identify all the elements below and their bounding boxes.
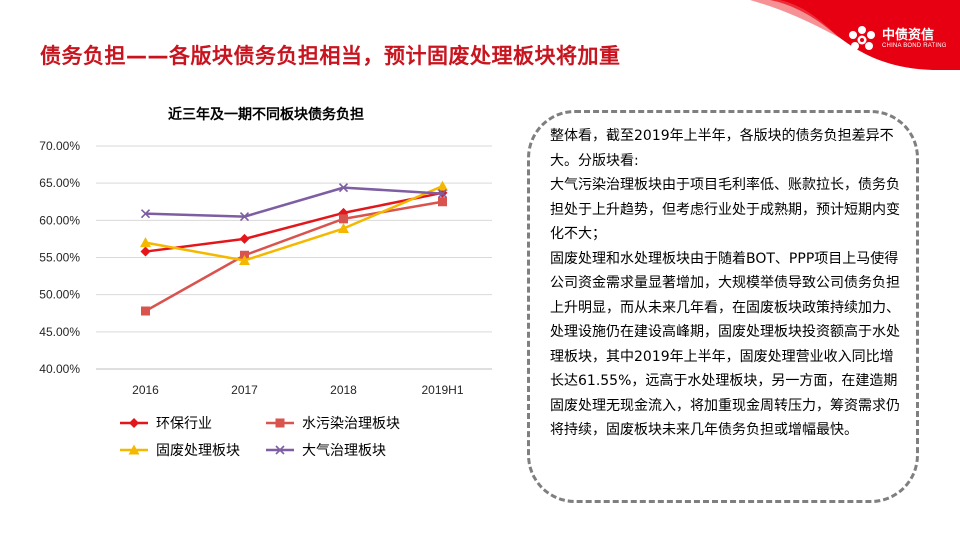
data-point (239, 233, 250, 244)
data-point (140, 209, 151, 219)
legend-label: 水污染治理板块 (302, 416, 400, 432)
y-tick-label: 55.00% (39, 251, 80, 265)
y-tick-label: 40.00% (39, 362, 80, 376)
series-1 (140, 187, 448, 257)
legend-marker (128, 444, 140, 455)
series-line (144, 200, 443, 313)
data-point (438, 197, 447, 207)
data-point (141, 306, 150, 316)
legend-label: 大气治理板块 (302, 443, 386, 459)
chart-canvas: 近三年及一期不同板块债务负担 40.00% 45.00% 50.00% 55.00% 6… (39, 106, 492, 459)
x-tick-label: 2019H1 (421, 383, 463, 397)
series-line (145, 186, 443, 218)
data-point (339, 214, 348, 224)
series-3 (140, 180, 448, 265)
y-tick-label: 65.00% (39, 176, 80, 190)
line-chart: 近三年及一期不同板块债务负担 40.00% 45.00% 50.00% 55.00% 6… (20, 100, 520, 470)
legend-marker (275, 418, 285, 428)
legend-entry: 环保行业 (120, 416, 212, 432)
series-line (145, 184, 443, 262)
x-tick-label: 2018 (330, 383, 357, 397)
x-tick-label: 2017 (231, 383, 258, 397)
corner-swoosh (750, 0, 960, 70)
y-tick-label: 60.00% (39, 213, 80, 227)
slide-title: 债务负担——各版块债务负担相当，预计固废处理板块将加重 (40, 44, 621, 68)
logo-name-cn: 中债资信 (882, 28, 935, 43)
chart-title: 近三年及一期不同板块债务负担 (168, 106, 364, 123)
data-point (338, 183, 349, 193)
legend-marker (275, 445, 285, 455)
company-logo: 中债资信 CHINA BOND RATING (846, 22, 956, 62)
legend-entry: 大气治理板块 (266, 443, 386, 459)
legend-entry: 水污染治理板块 (266, 416, 400, 432)
data-point (140, 246, 151, 257)
data-point (338, 223, 349, 234)
summary-box (527, 110, 919, 503)
series-4 (140, 183, 448, 222)
y-tick-label: 45.00% (39, 325, 80, 339)
data-point (239, 254, 250, 265)
data-point (437, 189, 448, 199)
legend-label: 环保行业 (156, 416, 212, 432)
y-tick-label: 70.00% (39, 139, 80, 153)
legend-label: 固废处理板块 (156, 443, 240, 459)
logo-flower-icon (849, 26, 875, 50)
data-point (437, 180, 448, 191)
data-point (239, 212, 250, 222)
logo-name-en: CHINA BOND RATING (882, 43, 947, 49)
y-tick-label: 50.00% (39, 288, 80, 302)
legend-marker (129, 418, 139, 428)
data-point (140, 237, 151, 248)
summary-text: 整体看，截至2019年上半年，各版块的债务负担差异不大。分版块看: 大气污染治理… (550, 128, 900, 438)
x-tick-label: 2016 (132, 383, 159, 397)
series-line (145, 191, 443, 253)
legend-entry: 固废处理板块 (120, 443, 240, 459)
